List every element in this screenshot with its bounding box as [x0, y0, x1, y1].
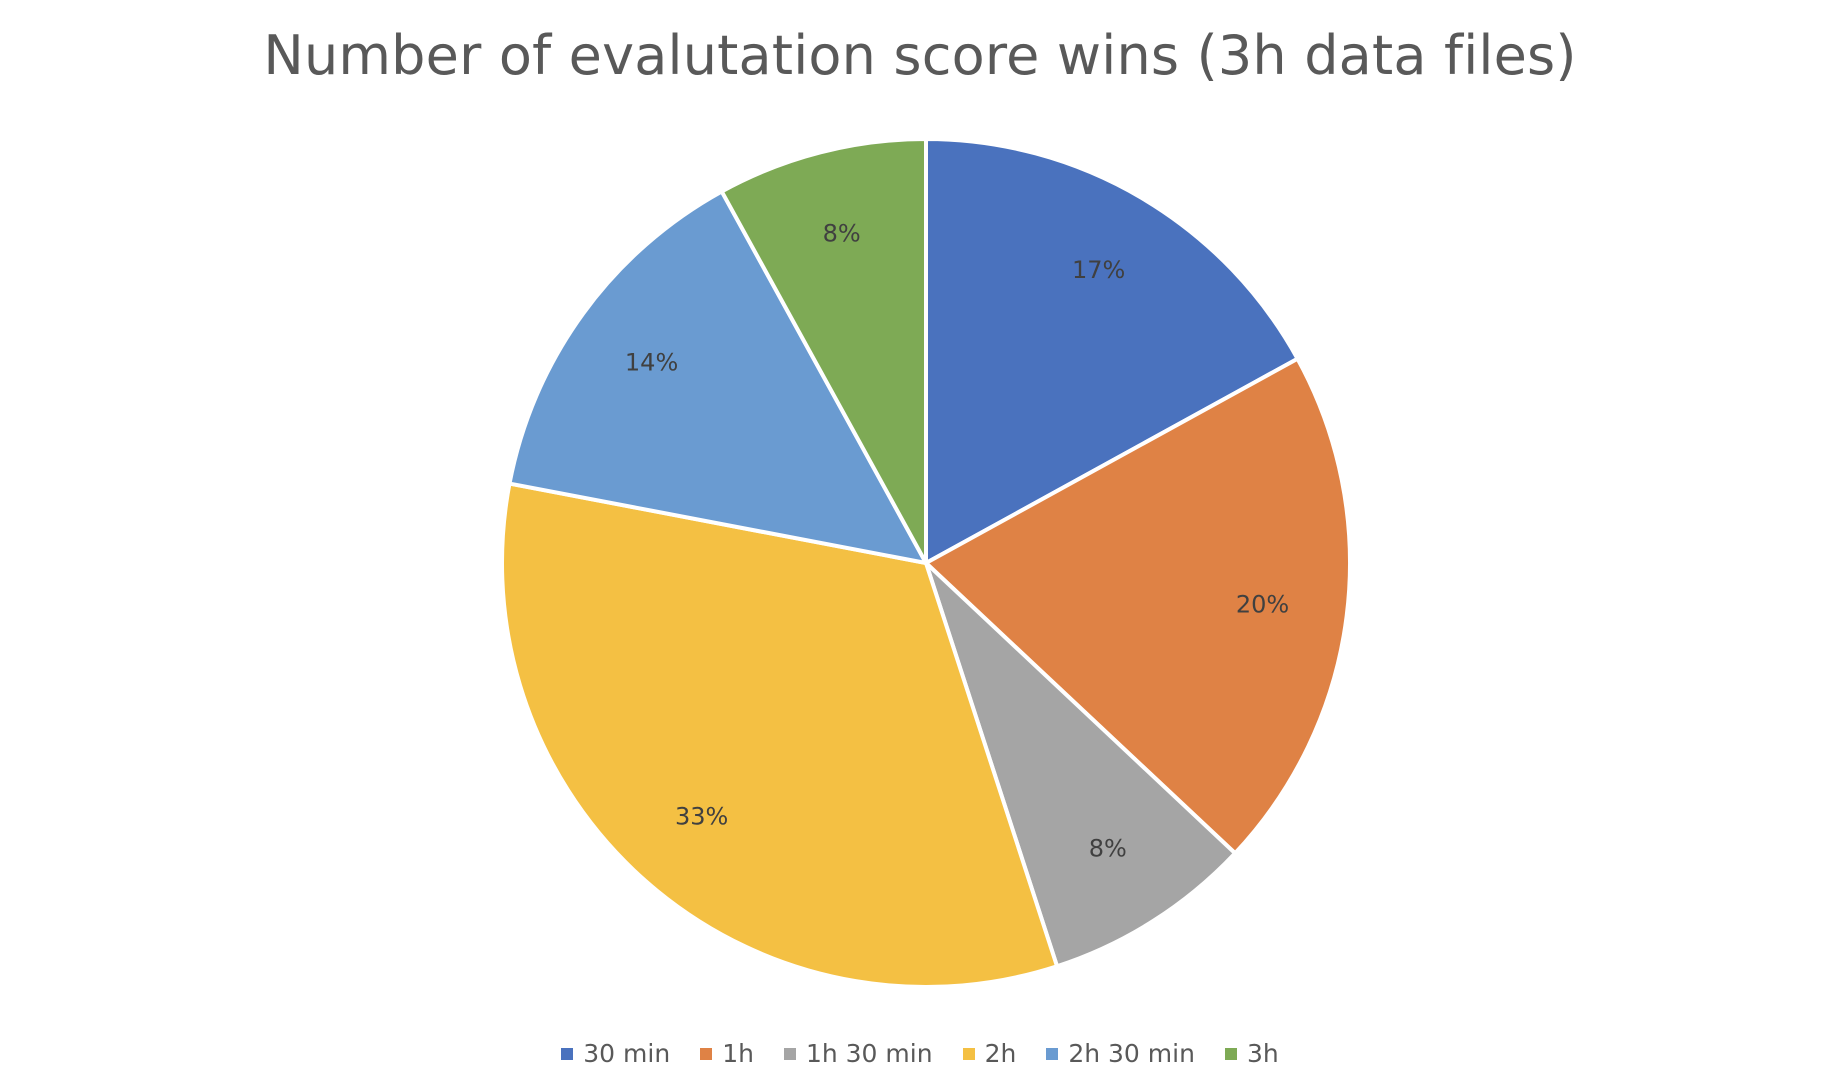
legend-item-1h-30-min: 1h 30 min [783, 1039, 933, 1068]
legend-label: 2h 30 min [1068, 1039, 1195, 1068]
data-label-1h-30-min: 8% [1089, 834, 1127, 862]
legend-swatch [700, 1047, 713, 1060]
chart-title: Number of evalutation score wins (3h dat… [263, 24, 1577, 87]
legend-swatch [561, 1047, 574, 1060]
data-label-2h: 33% [675, 802, 728, 830]
legend-label: 30 min [583, 1039, 671, 1068]
chart-legend: 30 min 1h 1h 30 min 2h 2h 30 min 3h [0, 1039, 1840, 1068]
pie-slice-3h [719, 137, 928, 565]
legend-item-3h: 3h [1224, 1039, 1279, 1068]
pie-slice-2h [500, 481, 1060, 989]
data-label-2h-30-min: 14% [625, 349, 678, 377]
legend-swatch [962, 1047, 975, 1060]
legend-label: 1h [722, 1039, 754, 1068]
legend-item-1h: 1h [700, 1039, 754, 1068]
data-label-1h: 20% [1236, 591, 1289, 619]
data-label-30-min: 17% [1072, 256, 1125, 284]
pie-slice-2h-30-min [507, 189, 928, 565]
legend-item-2h: 2h [962, 1039, 1017, 1068]
pie-slice-1h-30-min [924, 561, 1238, 969]
legend-swatch [783, 1047, 796, 1060]
legend-swatch [1224, 1047, 1237, 1060]
legend-item-30-min: 30 min [561, 1039, 670, 1068]
legend-item-2h-30-min: 2h 30 min [1046, 1039, 1195, 1068]
legend-label: 3h [1246, 1039, 1279, 1068]
pie-slice-30-min [924, 137, 1300, 565]
pie-slice-1h [924, 356, 1352, 856]
legend-label: 1h 30 min [805, 1039, 933, 1068]
legend-label: 2h [984, 1039, 1017, 1068]
data-label-3h: 8% [823, 219, 861, 247]
legend-swatch [1046, 1047, 1059, 1060]
